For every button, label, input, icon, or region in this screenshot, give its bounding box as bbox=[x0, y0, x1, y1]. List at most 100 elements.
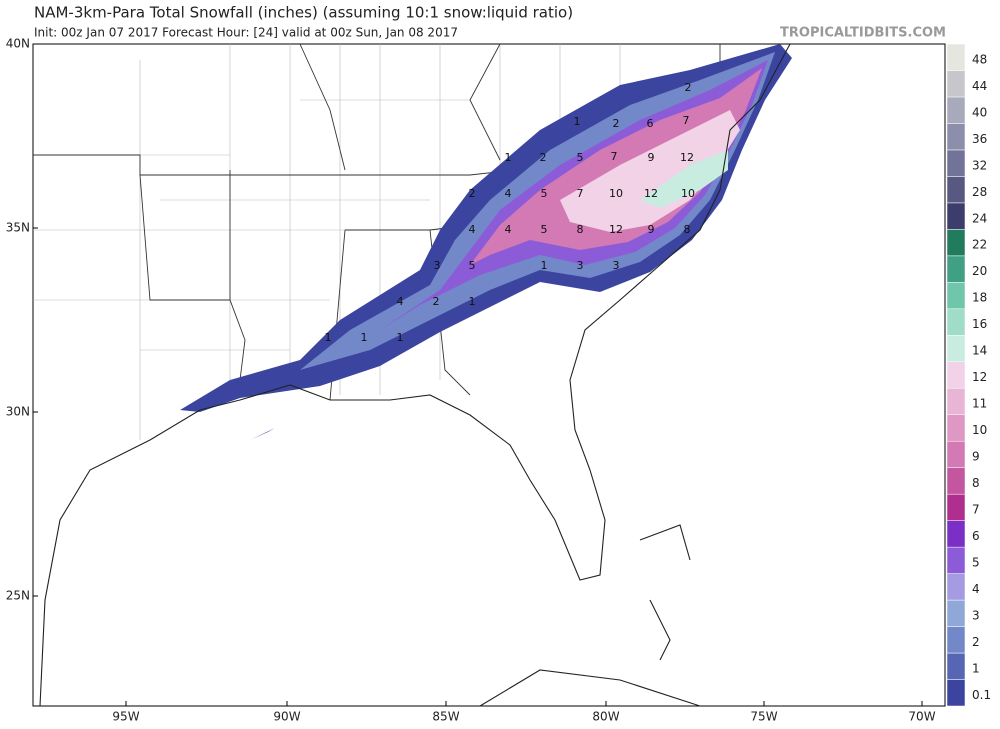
colorbar-label: 10 bbox=[972, 423, 987, 437]
contour-label: 4 bbox=[505, 223, 512, 236]
colorbar-label: 16 bbox=[972, 317, 987, 331]
colorbar-label: 9 bbox=[972, 450, 980, 464]
contour-label: 12 bbox=[644, 187, 658, 200]
colorbar-swatch bbox=[946, 652, 966, 680]
lon-label: 75W bbox=[750, 710, 777, 724]
colorbar-label: 12 bbox=[972, 370, 987, 384]
contour-label: 7 bbox=[683, 114, 690, 127]
contour-label: 1 bbox=[505, 151, 512, 164]
colorbar-swatch bbox=[946, 599, 966, 627]
colorbar-label: 36 bbox=[972, 132, 987, 146]
colorbar-swatch bbox=[946, 573, 966, 601]
colorbar: 0.11234567891011121416182022242832364044… bbox=[946, 43, 991, 707]
colorbar-label: 4 bbox=[972, 582, 980, 596]
contour-label: 12 bbox=[680, 151, 694, 164]
colorbar-swatch bbox=[946, 440, 966, 468]
colorbar-label: 40 bbox=[972, 105, 987, 119]
contour-label: 2 bbox=[469, 187, 476, 200]
contour-label: 5 bbox=[541, 187, 548, 200]
contour-label: 2 bbox=[433, 295, 440, 308]
colorbar-label: 20 bbox=[972, 264, 987, 278]
colorbar-swatch bbox=[946, 546, 966, 574]
colorbar-label: 28 bbox=[972, 185, 987, 199]
coastline bbox=[39, 43, 791, 707]
contour-label: 8 bbox=[684, 223, 691, 236]
contour-label: 4 bbox=[505, 187, 512, 200]
contour-label: 2 bbox=[540, 151, 547, 164]
contour-label: 9 bbox=[648, 223, 655, 236]
lon-label: 85W bbox=[432, 710, 459, 724]
colorbar-label: 18 bbox=[972, 291, 987, 305]
contour-label: 7 bbox=[611, 150, 618, 163]
contour-label: 1 bbox=[397, 331, 404, 344]
contour-label: 1 bbox=[574, 115, 581, 128]
contour-label: 8 bbox=[577, 223, 584, 236]
contour-label: 3 bbox=[434, 259, 441, 272]
colorbar-label: 44 bbox=[972, 79, 987, 93]
colorbar-swatch bbox=[946, 308, 966, 336]
colorbar-label: 5 bbox=[972, 556, 980, 570]
contour-label: 4 bbox=[469, 223, 476, 236]
colorbar-swatch bbox=[946, 414, 966, 442]
colorbar-swatch bbox=[946, 493, 966, 521]
map-frame bbox=[32, 43, 946, 707]
contour-label: 1 bbox=[361, 331, 368, 344]
colorbar-swatch bbox=[946, 96, 966, 124]
colorbar-label: 7 bbox=[972, 503, 980, 517]
contour-label: 2 bbox=[685, 81, 692, 94]
colorbar-swatch bbox=[946, 43, 966, 71]
colorbar-label: 6 bbox=[972, 529, 980, 543]
contour-label: 1 bbox=[469, 295, 476, 308]
colorbar-label: 14 bbox=[972, 344, 987, 358]
colorbar-label: 0.1 bbox=[972, 688, 991, 702]
contour-label: 3 bbox=[613, 259, 620, 272]
site-credit: TROPICALTIDBITS.COM bbox=[780, 26, 946, 41]
colorbar-label: 22 bbox=[972, 238, 987, 252]
lat-label: 40N bbox=[6, 37, 30, 51]
colorbar-swatch bbox=[946, 282, 966, 310]
lat-label: 35N bbox=[6, 221, 30, 235]
colorbar-swatch bbox=[946, 176, 966, 204]
colorbar-swatch bbox=[946, 149, 966, 177]
colorbar-label: 8 bbox=[972, 476, 980, 490]
colorbar-swatch bbox=[946, 229, 966, 257]
colorbar-swatch bbox=[946, 520, 966, 548]
colorbar-label: 48 bbox=[972, 52, 987, 66]
colorbar-swatch bbox=[946, 202, 966, 230]
colorbar-label: 11 bbox=[972, 397, 987, 411]
colorbar-label: 1 bbox=[972, 661, 980, 675]
contour-label: 2 bbox=[613, 117, 620, 130]
contour-label: 6 bbox=[647, 117, 654, 130]
colorbar-swatch bbox=[946, 70, 966, 98]
colorbar-swatch bbox=[946, 123, 966, 151]
contour-label: 4 bbox=[397, 295, 404, 308]
title: NAM-3km-Para Total Snowfall (inches) (as… bbox=[34, 4, 573, 22]
contour-label: 7 bbox=[577, 187, 584, 200]
colorbar-label: 3 bbox=[972, 608, 980, 622]
contour-label: 5 bbox=[469, 259, 476, 272]
contour-label: 3 bbox=[577, 259, 584, 272]
colorbar-swatch bbox=[946, 626, 966, 654]
map bbox=[32, 43, 946, 707]
lon-label: 80W bbox=[592, 710, 619, 724]
contour-label: 12 bbox=[609, 223, 623, 236]
colorbar-swatch bbox=[946, 361, 966, 389]
contour-label: 9 bbox=[648, 151, 655, 164]
colorbar-label: 32 bbox=[972, 158, 987, 172]
snowfall-shading bbox=[180, 44, 792, 440]
colorbar-label: 24 bbox=[972, 211, 987, 225]
lat-label: 25N bbox=[6, 589, 30, 603]
contour-label: 1 bbox=[325, 331, 332, 344]
contour-label: 5 bbox=[541, 223, 548, 236]
contour-label: 10 bbox=[609, 187, 623, 200]
contour-label: 1 bbox=[541, 259, 548, 272]
colorbar-label: 2 bbox=[972, 635, 980, 649]
colorbar-swatch bbox=[946, 467, 966, 495]
colorbar-swatch bbox=[946, 335, 966, 363]
subtitle: Init: 00z Jan 07 2017 Forecast Hour: [24… bbox=[34, 26, 458, 40]
colorbar-swatch bbox=[946, 255, 966, 283]
lon-label: 70W bbox=[908, 710, 935, 724]
colorbar-swatch bbox=[946, 679, 966, 707]
